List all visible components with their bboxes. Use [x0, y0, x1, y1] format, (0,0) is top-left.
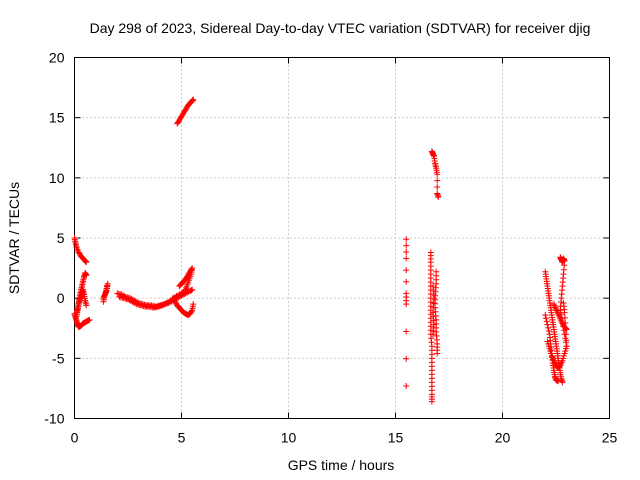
y-axis-label: SDTVAR / TECUs — [6, 182, 22, 294]
series-arc-f3 — [544, 338, 570, 371]
x-tick-label: 5 — [178, 430, 186, 446]
data-point-marker — [434, 171, 441, 178]
x-tick-labels: 0 5 10 15 20 25 — [71, 430, 618, 446]
data-point-marker — [561, 314, 568, 321]
series-arc-d — [403, 236, 410, 390]
data-point-marker — [83, 302, 90, 309]
data-point-marker — [86, 316, 93, 323]
series-arc-b3 — [116, 287, 191, 311]
data-point-marker — [563, 337, 570, 344]
series-arc-a4 — [73, 286, 90, 320]
data-point-marker — [188, 308, 195, 315]
data-point-marker — [403, 267, 410, 274]
data-point-marker — [542, 312, 549, 319]
data-point-marker — [563, 343, 570, 350]
data-point-marker — [555, 378, 562, 385]
series-arc-a2 — [71, 310, 93, 331]
y-tick-label: 0 — [57, 290, 65, 306]
data-point-marker — [403, 236, 410, 243]
x-tick-label: 20 — [495, 430, 511, 446]
series-arc-f5 — [550, 301, 570, 333]
grid — [74, 57, 610, 419]
y-tick-label: -10 — [44, 411, 64, 427]
data-point-marker — [100, 298, 107, 305]
data-point-marker — [403, 242, 410, 249]
x-axis-label: GPS time / hours — [288, 457, 395, 473]
series-arc-e3 — [432, 268, 441, 357]
data-point-marker — [434, 184, 441, 191]
data-point-marker — [434, 177, 441, 184]
y-tick-label: 10 — [49, 170, 65, 186]
data-point-marker — [83, 272, 90, 279]
data-point-marker — [403, 278, 410, 285]
x-tick-label: 0 — [71, 430, 79, 446]
series-arc-b4 — [176, 265, 196, 294]
x-tick-label: 25 — [602, 430, 618, 446]
data-point-marker — [403, 255, 410, 262]
data-point-marker — [559, 379, 566, 386]
data-point-marker — [181, 287, 188, 294]
data-point-marker — [83, 259, 90, 266]
data-point-marker — [189, 286, 196, 293]
y-tick-label: 15 — [49, 110, 65, 126]
series-arc-f4 — [557, 254, 570, 350]
series-arc-c — [174, 96, 197, 127]
data-point-marker — [403, 328, 410, 335]
data-point-marker — [190, 96, 197, 103]
data-point-marker — [428, 398, 435, 405]
y-tick-label: 20 — [49, 50, 65, 66]
data-point-marker — [562, 331, 569, 338]
data-point-marker — [563, 326, 570, 333]
y-tick-labels: -10 -5 0 5 10 15 20 — [44, 50, 64, 427]
series-arc-b1 — [100, 280, 111, 305]
data-point-marker — [132, 300, 139, 307]
data-point-marker — [429, 331, 436, 338]
data-point-marker — [562, 325, 569, 332]
series-arc-a1 — [71, 235, 90, 266]
series-arc-e1 — [428, 148, 442, 201]
series-arc-e4 — [429, 283, 438, 338]
x-tick-label: 10 — [281, 430, 297, 446]
series-arc-f2 — [542, 312, 562, 385]
data-point-marker — [560, 299, 567, 306]
data-points — [71, 96, 570, 405]
data-point-marker — [403, 301, 410, 308]
y-tick-label: -5 — [52, 350, 65, 366]
data-point-marker — [190, 301, 197, 308]
data-point-marker — [434, 350, 441, 357]
data-point-marker — [544, 321, 551, 328]
data-point-marker — [403, 249, 410, 256]
data-point-marker — [403, 355, 410, 362]
data-point-marker — [545, 328, 552, 335]
data-point-marker — [403, 383, 410, 390]
y-tick-label: 5 — [57, 230, 65, 246]
data-point-marker — [543, 318, 550, 325]
series-arc-b5 — [169, 295, 197, 319]
data-point-marker — [543, 315, 550, 322]
x-tick-label: 15 — [388, 430, 404, 446]
data-point-marker — [545, 324, 552, 331]
chart-title: Day 298 of 2023, Sidereal Day-to-day VTE… — [90, 20, 591, 36]
data-point-marker — [435, 194, 442, 201]
series-arc-e2 — [427, 249, 435, 405]
